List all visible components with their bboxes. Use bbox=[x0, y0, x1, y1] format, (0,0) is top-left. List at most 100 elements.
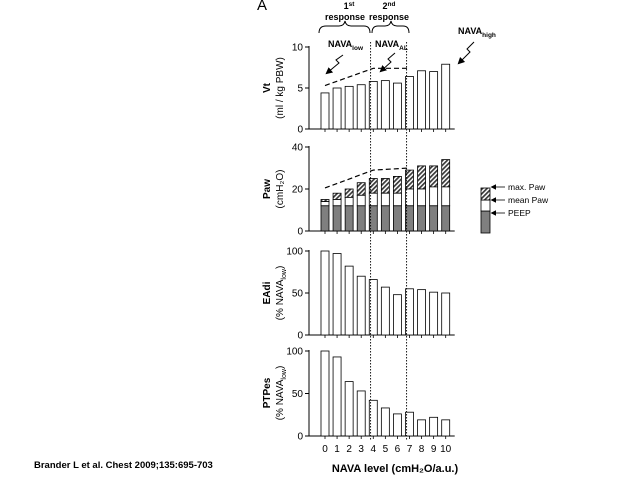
vt-bar-4 bbox=[368, 81, 378, 130]
vt-y-label: Vt (ml / kg PBW) bbox=[262, 57, 286, 119]
panel-eadi: 0 50 100 EAdi (% NAVAlow) bbox=[262, 247, 455, 342]
paw-bar-peep-0 bbox=[320, 205, 330, 232]
nava-low-arrow bbox=[325, 54, 344, 75]
ptpes-y-label-close: ) bbox=[275, 366, 286, 369]
ptpes-y-label-unit: (% NAVA bbox=[275, 379, 286, 420]
ptpes-y-label-main: PTPes bbox=[262, 377, 273, 408]
eadi-bar-10 bbox=[441, 292, 451, 336]
panel-ptpes: 0 50 100 PTPes (% NAVAlow) bbox=[262, 347, 455, 443]
eadi-bar-0 bbox=[320, 250, 330, 336]
legend: max. Paw mean Paw PEEP bbox=[480, 182, 549, 234]
nava-al-main: NAVA bbox=[375, 39, 400, 49]
nava-low-label: NAVAlow bbox=[328, 39, 364, 52]
second-response-text: response bbox=[369, 12, 409, 22]
vt-y-tick-label: 0 bbox=[297, 125, 303, 136]
eadi-bar-6 bbox=[393, 294, 402, 336]
paw-bar-peep-7 bbox=[405, 205, 414, 232]
paw-bar-mean-1 bbox=[332, 199, 342, 207]
ptpes-bar-3 bbox=[356, 390, 366, 437]
eadi-bar-4 bbox=[368, 279, 378, 336]
ptpes-y-tick-label: 0 bbox=[297, 432, 303, 443]
ptpes-bar-6 bbox=[393, 413, 402, 437]
ptpes-bar-4 bbox=[368, 399, 378, 437]
paw-y-tick-label: 0 bbox=[297, 227, 303, 238]
x-tick-label-0: 0 bbox=[322, 444, 328, 455]
paw-bar-max-10 bbox=[441, 159, 451, 188]
nava-high-sub: high bbox=[482, 32, 496, 39]
legend-peep-label: PEEP bbox=[508, 208, 531, 218]
vt-bar-8 bbox=[417, 70, 426, 130]
legend-max-label: max. Paw bbox=[508, 182, 546, 192]
vt-bar-10 bbox=[441, 63, 451, 130]
eadi-y-label: EAdi (% NAVAlow) bbox=[262, 266, 288, 321]
nava-low-main: NAVA bbox=[328, 39, 353, 49]
nava-al-label: NAVAAL bbox=[375, 39, 408, 52]
nava-high-arrow bbox=[457, 41, 475, 65]
nava-low-sub: low bbox=[352, 45, 364, 52]
ptpes-bar-10 bbox=[441, 419, 451, 437]
x-tick-label-9: 9 bbox=[431, 444, 437, 455]
paw-y-label-unit: (cmH₂O) bbox=[275, 170, 286, 209]
eadi-y-tick-label: 50 bbox=[292, 289, 304, 300]
panel-label: A bbox=[257, 0, 267, 14]
vt-bar-9 bbox=[429, 71, 439, 130]
vt-y-label-unit: (ml / kg PBW) bbox=[275, 57, 286, 119]
eadi-y-label-main: EAdi bbox=[262, 281, 273, 304]
vt-bar-6 bbox=[393, 82, 402, 130]
svg-text:2nd: 2nd bbox=[383, 1, 396, 11]
paw-bar-mean-2 bbox=[344, 196, 354, 207]
paw-bar-peep-3 bbox=[356, 205, 366, 232]
x-tick-label-4: 4 bbox=[370, 444, 376, 455]
x-tick-label-1: 1 bbox=[334, 444, 340, 455]
citation: Brander L et al. Chest 2009;135:695-703 bbox=[34, 460, 213, 471]
vt-bar-7 bbox=[405, 76, 414, 130]
ptpes-y-tick-label: 100 bbox=[286, 347, 303, 358]
paw-bar-max-9 bbox=[429, 165, 439, 188]
vt-bar-2 bbox=[344, 85, 354, 130]
nava-high-label: NAVAhigh bbox=[458, 26, 496, 39]
x-tick-labels: 0 1 2 3 4 5 6 7 8 9 10 bbox=[322, 444, 451, 455]
paw-bar-max-3 bbox=[356, 182, 366, 196]
paw-dashed-trend bbox=[324, 167, 410, 189]
x-tick-label-8: 8 bbox=[419, 444, 425, 455]
eadi-bar-7 bbox=[405, 288, 414, 336]
x-tick-label-10: 10 bbox=[440, 444, 452, 455]
vt-bar-3 bbox=[356, 84, 366, 130]
paw-y-label: Paw (cmH₂O) bbox=[262, 170, 286, 209]
paw-bar-mean-5 bbox=[380, 192, 390, 207]
ptpes-bar-1 bbox=[332, 356, 342, 437]
eadi-y-label-sub: low bbox=[281, 268, 288, 279]
paw-bar-mean-6 bbox=[393, 192, 402, 207]
paw-bar-peep-9 bbox=[429, 205, 439, 232]
ptpes-y-tick-label: 50 bbox=[292, 389, 304, 400]
second-response-sup: nd bbox=[388, 1, 396, 8]
paw-y-label-main: Paw bbox=[262, 179, 273, 199]
paw-bar-mean-7 bbox=[405, 188, 414, 207]
paw-bar-peep-6 bbox=[393, 205, 402, 232]
paw-bar-max-6 bbox=[393, 175, 402, 194]
paw-bar-peep-1 bbox=[332, 205, 342, 232]
x-tick-label-7: 7 bbox=[407, 444, 413, 455]
nava-high-main: NAVA bbox=[458, 26, 483, 36]
paw-bar-mean-10 bbox=[441, 186, 451, 207]
paw-bar-mean-9 bbox=[429, 186, 439, 207]
x-tick-label-5: 5 bbox=[383, 444, 389, 455]
paw-bar-peep-4 bbox=[368, 205, 378, 232]
ptpes-bar-2 bbox=[344, 381, 354, 437]
vt-y-tick-label: 5 bbox=[297, 84, 303, 95]
panel-paw: 0 20 40 Paw (cmH₂O) bbox=[262, 143, 455, 238]
paw-bar-peep-10 bbox=[441, 205, 451, 232]
legend-max-swatch bbox=[480, 187, 491, 201]
ptpes-y-label: PTPes (% NAVAlow) bbox=[262, 366, 288, 421]
ptpes-bar-8 bbox=[417, 419, 426, 437]
eadi-bar-5 bbox=[380, 286, 390, 336]
ptpes-y-label-sub: low bbox=[281, 368, 288, 379]
chart-panels: 0 5 10 Vt (ml / kg PBW) 0 20 40 Paw (cmH₂O) 0 50 100… bbox=[262, 43, 455, 443]
paw-bar-peep-8 bbox=[417, 205, 426, 232]
paw-bar-peep-2 bbox=[344, 205, 354, 232]
paw-bar-max-2 bbox=[344, 188, 354, 198]
x-tick-label-2: 2 bbox=[346, 444, 352, 455]
eadi-bar-2 bbox=[344, 265, 354, 336]
paw-bar-peep-5 bbox=[380, 205, 390, 232]
